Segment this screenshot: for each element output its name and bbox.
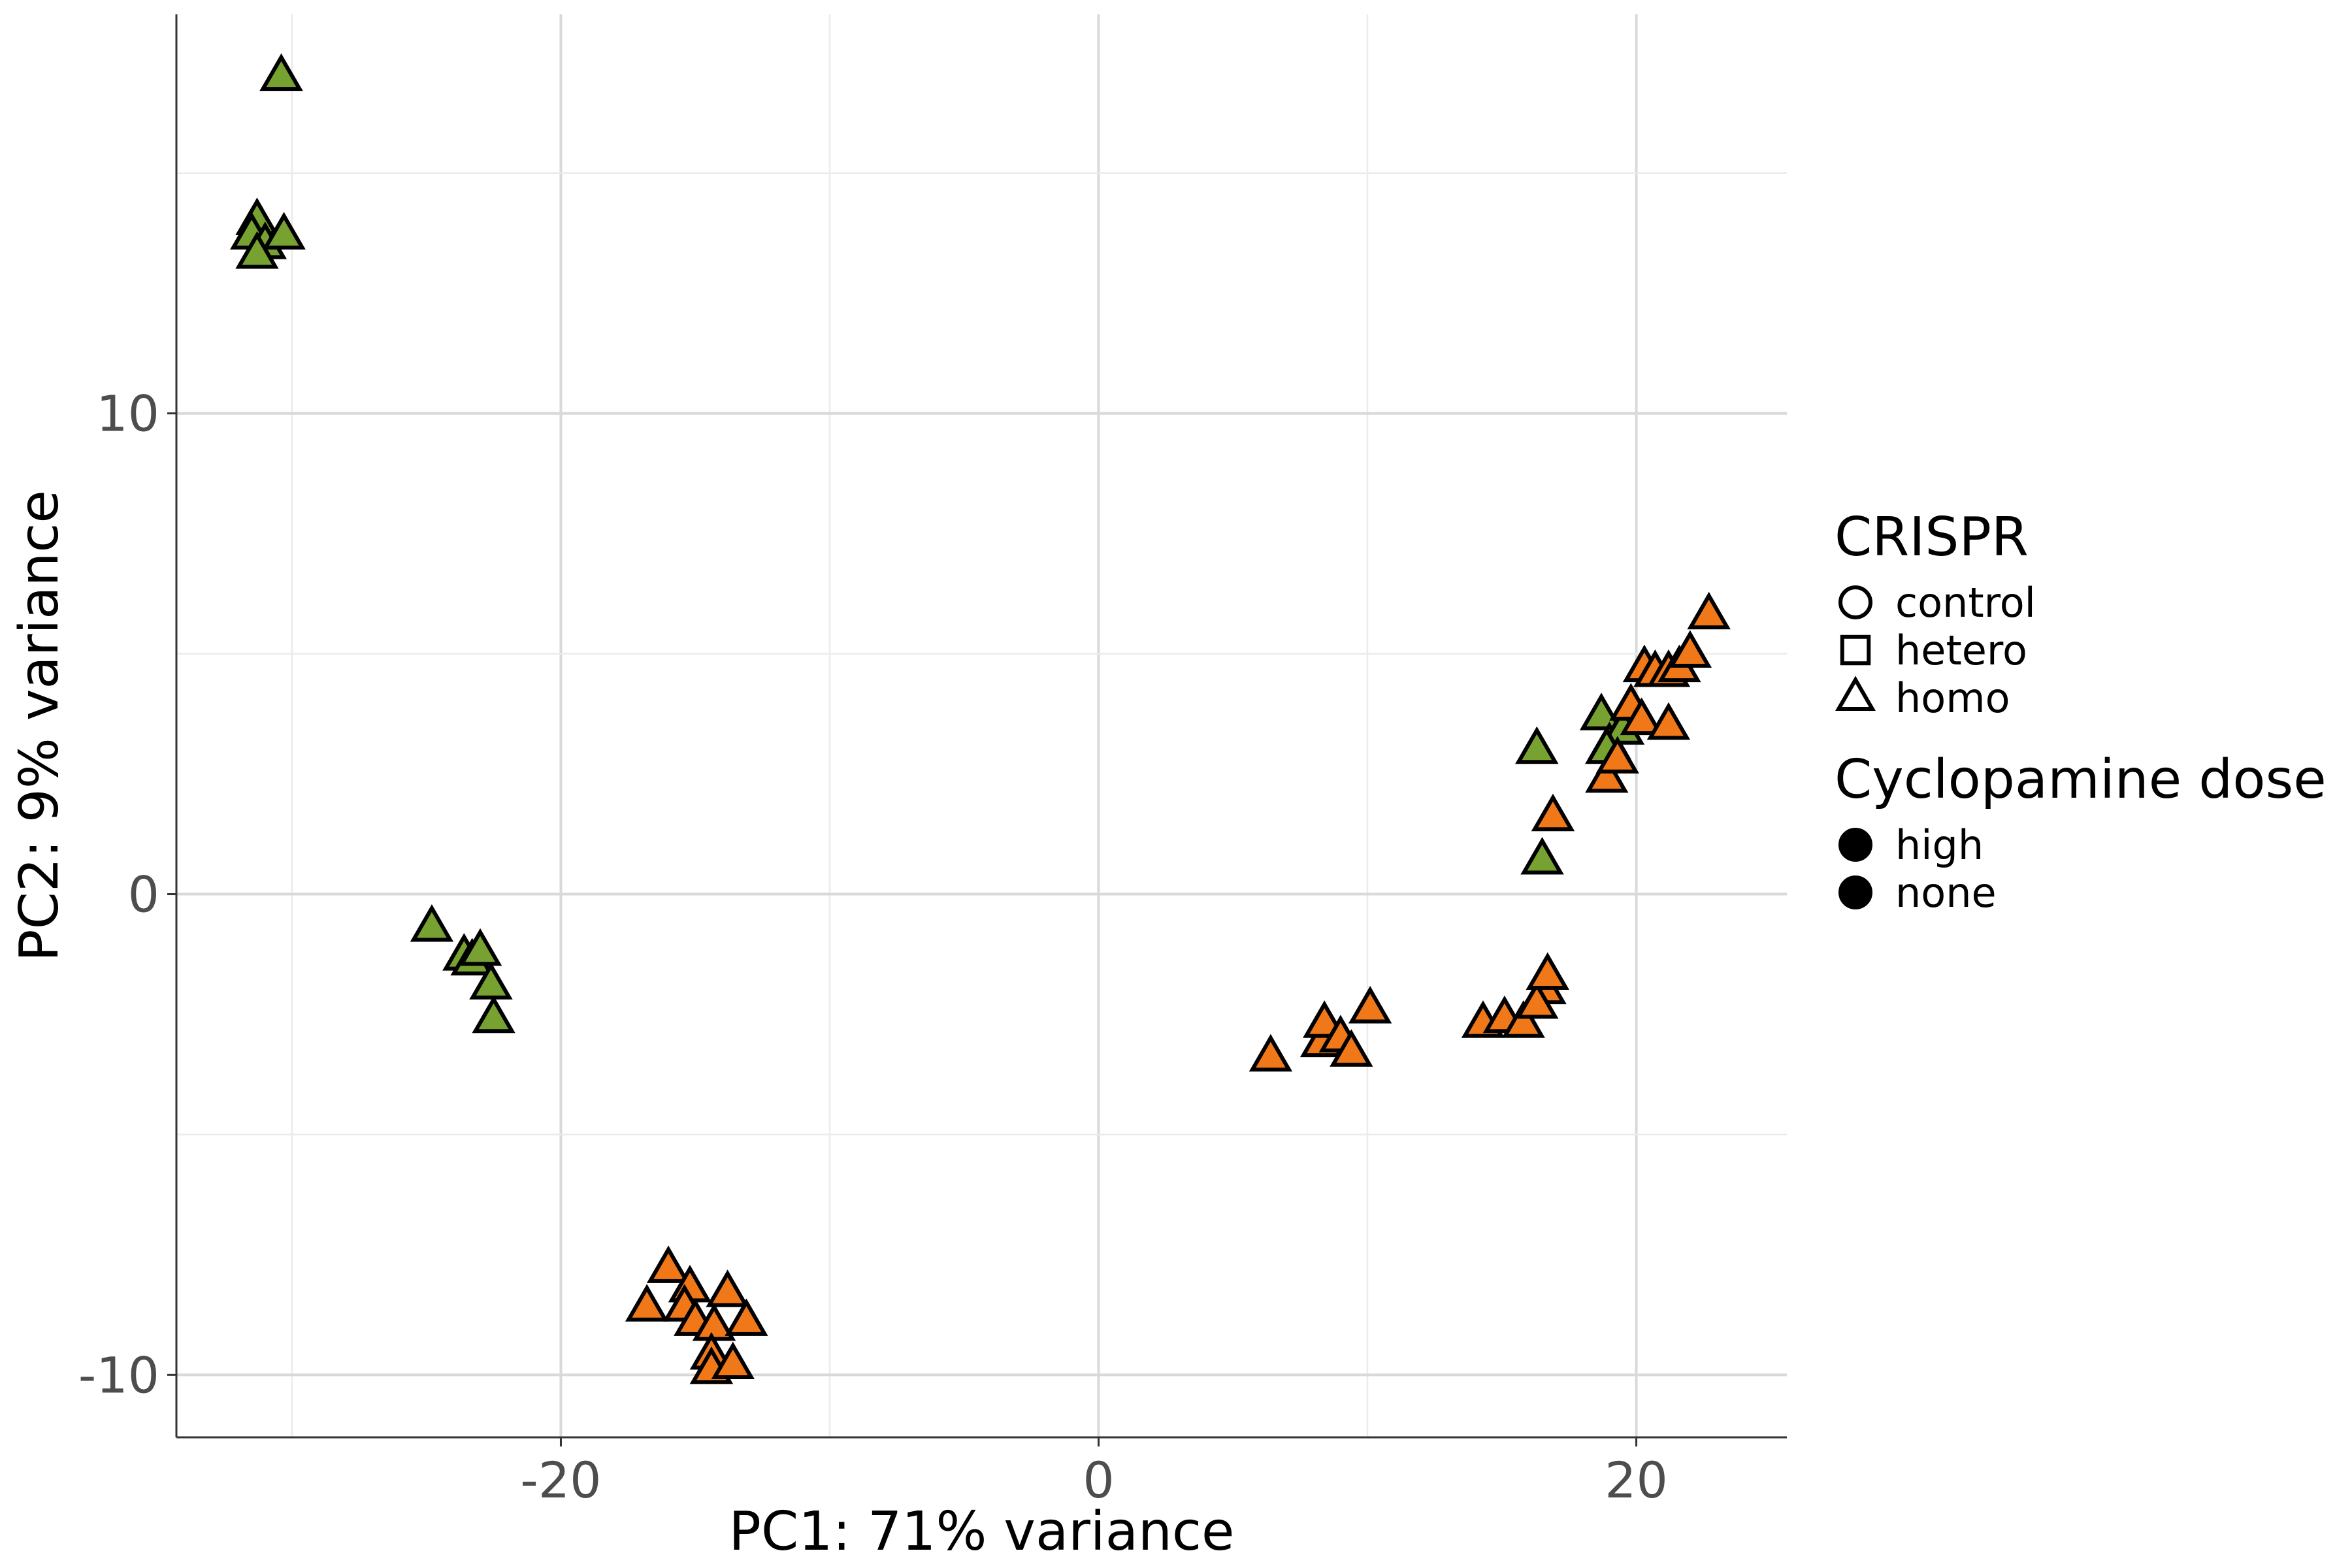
data-point-hetero-none — [1330, 1029, 1373, 1067]
data-point-homo-none — [1585, 755, 1629, 793]
data-point-homo-none — [1620, 697, 1663, 736]
x-tick-label: -20 — [520, 1451, 601, 1509]
data-point-control-none — [646, 1245, 691, 1283]
data-point-homo-high — [1515, 726, 1559, 764]
legend-key-square — [1840, 634, 1871, 666]
data-point-homo-none — [1687, 591, 1731, 630]
data-point-control-high — [469, 962, 513, 1000]
legend-key-circle — [1838, 828, 1872, 862]
y-tick-label: -10 — [78, 1346, 159, 1404]
x-tick-label: 20 — [1605, 1451, 1668, 1509]
grid-lines — [176, 14, 1787, 1437]
data-point-hetero-high — [259, 53, 303, 91]
legend-key-triangle — [1835, 676, 1876, 711]
legend-title: CRISPR — [1835, 506, 2029, 568]
x-tick-label: 0 — [1083, 1451, 1114, 1509]
legend-label: hetero — [1895, 627, 2027, 674]
data-point-hetero-none — [1501, 1000, 1545, 1038]
y-tick-label: 10 — [96, 385, 159, 443]
data-point-control-high — [472, 995, 515, 1034]
data-points — [230, 53, 1731, 1384]
data-point-hetero-none — [1348, 986, 1392, 1024]
data-point-hetero-high — [262, 212, 306, 250]
data-point-control-none — [625, 1284, 669, 1322]
legend-key-circle — [1838, 585, 1872, 619]
data-point-hetero-none — [1249, 1034, 1293, 1072]
data-point-homo-none — [1531, 793, 1575, 832]
y-axis-title: PC2: 9% variance — [8, 490, 71, 962]
legend-label: none — [1895, 869, 1997, 917]
data-point-control-none — [725, 1298, 768, 1336]
legend-label: control — [1895, 579, 2036, 627]
data-point-control-none — [711, 1341, 755, 1380]
data-point-homo-none — [1668, 630, 1712, 668]
axes: -20 0 20 -10 0 10 — [78, 14, 1787, 1509]
data-point-control-high — [410, 904, 454, 942]
data-point-hetero-none — [1515, 981, 1559, 1019]
legend-key-circle — [1838, 875, 1872, 909]
x-axis-title: PC1: 71% variance — [729, 1501, 1235, 1563]
data-point-homo-none — [1646, 702, 1691, 740]
data-point-hetero-high — [235, 231, 279, 269]
data-point-control-high — [458, 928, 502, 966]
data-point-homo-high — [1520, 836, 1564, 875]
data-point-hetero-none — [1526, 952, 1569, 990]
data-point-control-none — [706, 1269, 749, 1307]
y-tick-label: 0 — [128, 866, 159, 924]
legend-title: Cyclopamine dose — [1835, 749, 2327, 811]
legend-label: homo — [1895, 674, 2010, 722]
data-point-homo-none — [1595, 736, 1639, 774]
legend-label: high — [1895, 821, 1984, 869]
